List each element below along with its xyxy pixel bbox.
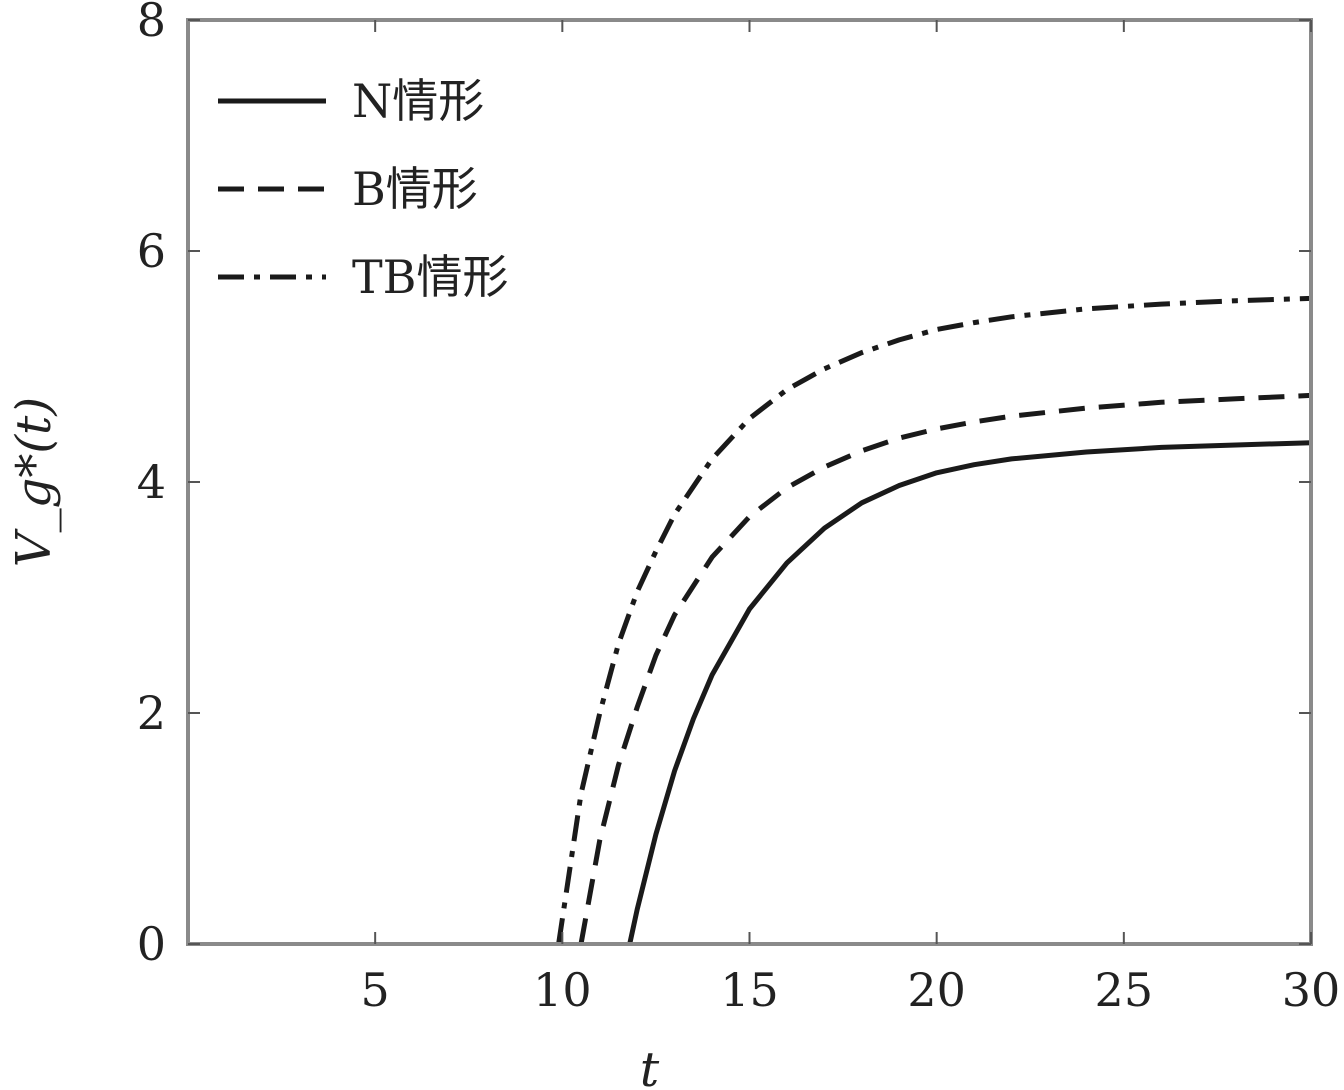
plot-area — [556, 295, 1312, 945]
legend-label: TB情形 — [352, 250, 509, 304]
x-tick-label: 5 — [361, 963, 390, 1017]
legend-label: N情形 — [352, 74, 484, 128]
legend-label: B情形 — [352, 162, 478, 216]
series-line-N情形 — [627, 440, 1312, 945]
series-line-TB情形 — [556, 295, 1312, 945]
x-tick-label: 30 — [1282, 963, 1341, 1017]
x-tick-label: 20 — [907, 963, 966, 1017]
x-tick-label: 25 — [1095, 963, 1154, 1017]
x-tick-label: 15 — [720, 963, 779, 1017]
y-tick-label: 2 — [137, 686, 166, 740]
x-axis-label: t — [640, 1042, 660, 1090]
plot-frame — [186, 18, 1313, 946]
x-tick-label: 10 — [533, 963, 592, 1017]
series-line-B情形 — [578, 392, 1312, 945]
axes: 5 10 15 20 25 30 0 2 4 6 8 t V_g*(t) — [6, 0, 1340, 1090]
y-tick-label: 0 — [137, 917, 166, 971]
legend: N情形 B情形 TB情形 — [218, 74, 509, 304]
y-tick-label: 8 — [137, 0, 166, 47]
y-tick-label: 6 — [137, 224, 166, 278]
y-tick-label: 4 — [137, 455, 166, 509]
y-axis-label: V_g*(t) — [6, 397, 62, 567]
